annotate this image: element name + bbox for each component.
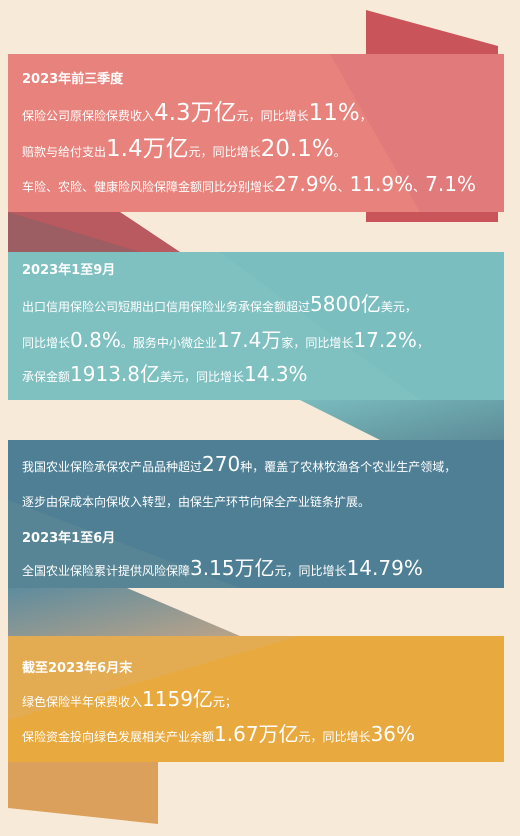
text: ， [416,336,429,350]
panel-2: 2023年1至9月 出口信用保险公司短期出口信用保险业务承保金额超过5800亿美… [8,252,504,400]
highlight-number: 11% [308,100,360,126]
panel-3-line-2: 逐步由保成本向保收入转型，由保生产环节向保全产业链条扩展。 [22,495,371,509]
highlight-number: 14.3% [244,362,308,386]
text: 元，同比增长 [274,564,347,578]
ribbon-tail [8,762,158,824]
text: 、 [413,180,426,194]
highlight-number: 270 [202,452,241,476]
highlight-number: 1913.8亿 [70,362,160,386]
highlight-number: 1159亿 [142,687,213,711]
text: 全国农业保险累计提供风险保障 [22,564,191,578]
highlight-number: 5800亿 [310,292,381,316]
highlight-number: 17.2% [353,328,417,352]
panel-1: 2023年前三季度 保险公司原保险保费收入4.3万亿元，同比增长11%， 赔款与… [8,54,504,212]
highlight-number: 17.4万 [216,328,282,352]
text: 保险公司原保险保费收入 [22,109,155,123]
panel-4: 截至2023年6月末 绿色保险半年保费收入1159亿元； 保险资金投向绿色发展相… [8,636,504,762]
text: 、 [337,180,350,194]
highlight-number: 14.79% [346,556,423,580]
panel-4-line-2: 保险资金投向绿色发展相关产业余额1.67万亿元，同比增长36% [22,724,415,744]
text: 。 [333,145,346,159]
panel-2-bg [8,252,504,400]
panel-2-shade [8,252,420,400]
panel-1-heading: 2023年前三季度 [22,72,124,87]
text: ， [359,109,372,123]
panel-4-heading: 截至2023年6月末 [22,661,133,676]
ribbon-fold-3 [300,396,504,440]
panel-1-line-1: 保险公司原保险保费收入4.3万亿元，同比增长11%， [22,102,372,125]
panel-3-line-1: 我国农业保险承保农产品品种超过270种，覆盖了农林牧渔各个农业生产领域， [22,454,456,474]
highlight-number: 20.1% [260,136,334,162]
text: 元，同比增长 [188,145,261,159]
text: 车险、农险、健康险风险保障金额同比分别增长 [22,180,275,194]
text: 保险资金投向绿色发展相关产业余额 [22,730,215,744]
highlight-number: 27.9% [274,172,338,196]
text: 承保金额 [22,370,71,384]
highlight-number: 0.8% [70,328,121,352]
ribbon-fold-4 [8,585,240,636]
panel-2-line-3: 承保金额1913.8亿美元，同比增长14.3% [22,364,308,384]
highlight-number: 11.9% [349,172,414,196]
text: 元，同比增长 [298,730,371,744]
highlight-number: 4.3万亿 [154,100,237,126]
panel-3-heading: 2023年1至6月 [22,531,116,546]
text: 美元，同比增长 [160,370,245,384]
panel-2-heading: 2023年1至9月 [22,263,116,278]
text: 美元， [380,300,417,314]
panel-2-line-2: 同比增长0.8%。服务中小微企业17.4万家，同比增长17.2%， [22,330,429,350]
text: 元； [212,695,237,709]
highlight-number: 7.1% [425,172,476,196]
panel-1-shade [330,54,504,212]
highlight-number: 1.4万亿 [106,136,189,162]
text: 出口信用保险公司短期出口信用保险业务承保金额超过 [22,300,311,314]
text: 绿色保险半年保费收入 [22,695,143,709]
panel-1-line-2: 赔款与给付支出1.4万亿元，同比增长20.1%。 [22,138,346,161]
text: 家，同比增长 [281,336,354,350]
text: 。服务中小微企业 [120,336,217,350]
text: 我国农业保险承保农产品品种超过 [22,460,203,474]
text: 同比增长 [22,336,71,350]
text: 赔款与给付支出 [22,145,107,159]
panel-3-line-3: 全国农业保险累计提供风险保障3.15万亿元，同比增长14.79% [22,558,423,578]
panel-2-line-1: 出口信用保险公司短期出口信用保险业务承保金额超过5800亿美元， [22,294,417,314]
ribbon-fold-2 [8,212,140,252]
highlight-number: 1.67万亿 [214,722,299,746]
panel-4-line-1: 绿色保险半年保费收入1159亿元； [22,689,237,709]
panel-4-shade [8,636,300,720]
highlight-number: 36% [370,722,416,746]
text: 种，覆盖了农林牧渔各个农业生产领域， [240,460,457,474]
panel-3-shade [8,500,240,588]
panel-3: 我国农业保险承保农产品品种超过270种，覆盖了农林牧渔各个农业生产领域， 逐步由… [8,440,504,588]
panel-1-line-3: 车险、农险、健康险风险保障金额同比分别增长27.9%、11.9%、7.1% [22,174,476,194]
text: 元，同比增长 [236,109,309,123]
highlight-number: 3.15万亿 [190,556,275,580]
